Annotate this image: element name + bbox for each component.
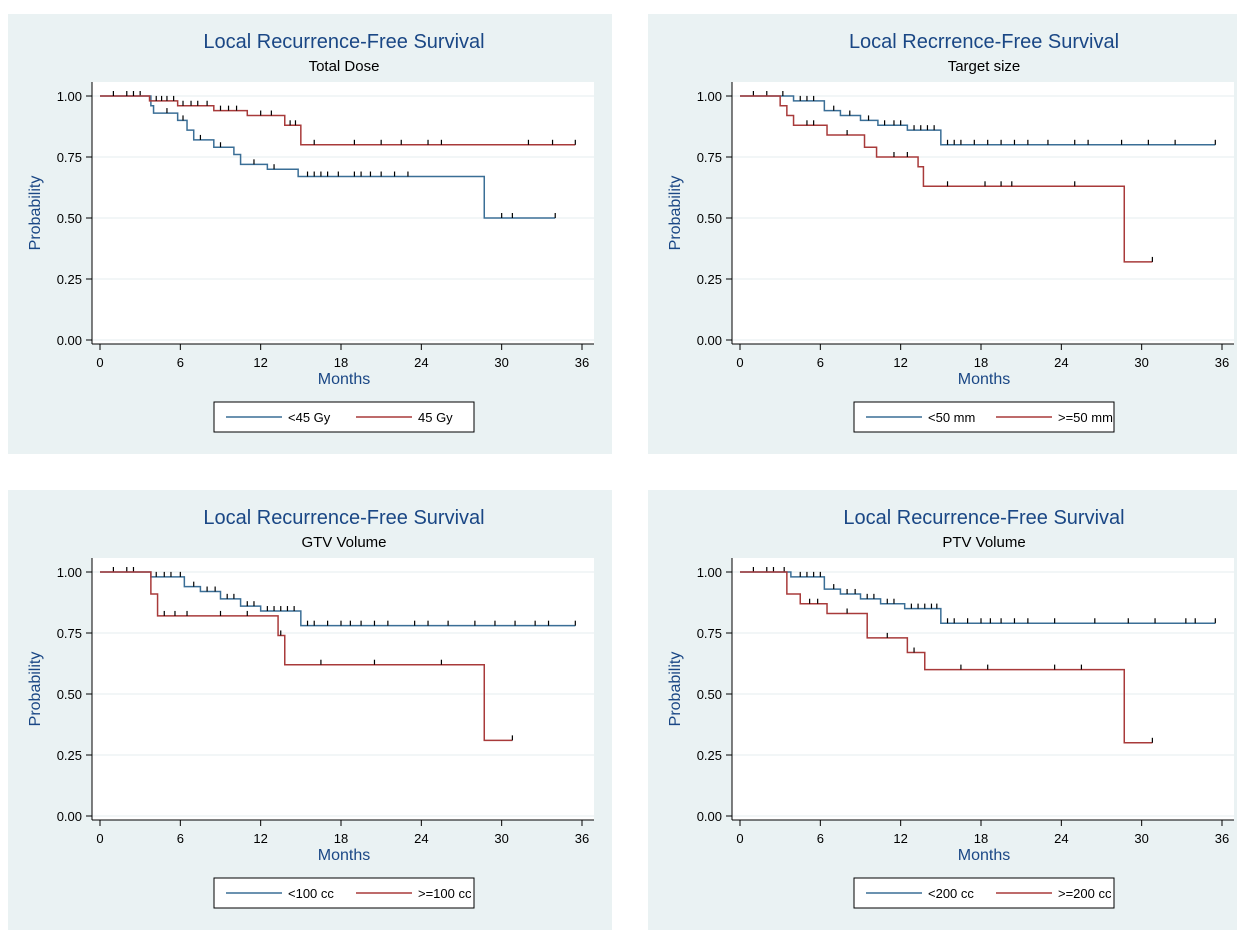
y-tick-label: 0.25 [697,748,722,763]
x-tick-label: 12 [253,831,267,846]
x-tick-label: 6 [817,355,824,370]
y-tick-label: 0.25 [697,272,722,287]
y-tick-label: 1.00 [57,565,82,580]
legend-label-series-2: >=50 mm [1058,410,1113,425]
y-tick-label: 0.75 [57,626,82,641]
chart-subtitle: PTV Volume [942,534,1025,551]
plot-area [92,558,594,820]
y-tick-label: 1.00 [697,565,722,580]
y-tick-label: 1.00 [697,89,722,104]
x-tick-label: 24 [414,355,428,370]
chart-title: Local Recrrence-Free Survival [849,31,1119,53]
km-panel-ptv-volume: Local Recurrence-Free Survival PTV Volume… [648,490,1237,930]
km-curve-series-1 [740,571,1216,624]
x-axis-title: Months [318,371,370,388]
y-axis-title: Probability [667,176,684,251]
x-tick-label: 36 [1215,355,1229,370]
chart-subtitle: Total Dose [309,58,380,75]
y-axis-title: Probability [27,176,44,251]
chart-title: Local Recurrence-Free Survival [203,507,484,529]
km-curve-series-2 [100,95,576,146]
y-tick-label: 1.00 [57,89,82,104]
y-axis-title: Probability [27,652,44,727]
legend-label-series-1: <100 cc [288,886,334,901]
chart-subtitle: Target size [948,58,1021,75]
y-tick-label: 0.75 [697,626,722,641]
legend-label-series-2: >=100 cc [418,886,472,901]
y-tick-label: 0.00 [57,809,82,824]
x-tick-label: 0 [736,355,743,370]
legend-label-series-2: >=200 cc [1058,886,1112,901]
x-tick-label: 6 [817,831,824,846]
y-tick-label: 0.50 [57,211,82,226]
km-curve-series-1 [740,95,1216,146]
x-axis-title: Months [958,371,1010,388]
x-tick-label: 24 [1054,355,1068,370]
x-tick-label: 0 [96,355,103,370]
x-axis-title: Months [958,847,1010,864]
x-tick-label: 36 [575,831,589,846]
km-curve-series-2 [740,571,1153,744]
km-panel-total-dose: Local Recurrence-Free Survival Total Dose… [8,14,612,454]
y-tick-label: 0.50 [697,211,722,226]
x-tick-label: 6 [177,831,184,846]
y-tick-label: 0.25 [57,748,82,763]
legend-label-series-2: 45 Gy [418,410,453,425]
plot-area [92,82,594,344]
y-tick-label: 0.00 [697,333,722,348]
chart-subtitle: GTV Volume [301,534,386,551]
km-chart-target-size: Local Recrrence-Free Survival Target size… [667,31,1234,433]
km-curve-series-2 [740,95,1153,263]
x-tick-label: 24 [414,831,428,846]
km-chart-ptv-volume: Local Recurrence-Free Survival PTV Volume… [667,507,1234,909]
y-axis-title: Probability [667,652,684,727]
y-tick-label: 0.75 [57,150,82,165]
km-chart-total-dose: Local Recurrence-Free Survival Total Dose… [27,31,594,433]
x-tick-label: 12 [893,831,907,846]
x-tick-label: 30 [494,355,508,370]
chart-title: Local Recurrence-Free Survival [203,31,484,53]
plot-area [732,558,1234,820]
km-chart-gtv-volume: Local Recurrence-Free Survival GTV Volume… [27,507,594,909]
y-tick-label: 0.00 [697,809,722,824]
x-tick-label: 18 [974,355,988,370]
y-tick-label: 0.00 [57,333,82,348]
chart-title: Local Recurrence-Free Survival [843,507,1124,529]
x-tick-label: 30 [494,831,508,846]
x-tick-label: 0 [736,831,743,846]
x-tick-label: 24 [1054,831,1068,846]
km-curve-series-1 [100,95,556,219]
legend-label-series-1: <200 cc [928,886,974,901]
x-tick-label: 36 [575,355,589,370]
x-tick-label: 12 [253,355,267,370]
legend-label-series-1: <50 mm [928,410,975,425]
km-panel-gtv-volume: Local Recurrence-Free Survival GTV Volume… [8,490,612,930]
y-tick-label: 0.75 [697,150,722,165]
x-tick-label: 18 [334,355,348,370]
x-tick-label: 18 [974,831,988,846]
x-tick-label: 0 [96,831,103,846]
x-tick-label: 30 [1134,831,1148,846]
x-tick-label: 12 [893,355,907,370]
km-panel-target-size: Local Recrrence-Free Survival Target size… [648,14,1237,454]
legend-label-series-1: <45 Gy [288,410,331,425]
x-axis-title: Months [318,847,370,864]
x-tick-label: 30 [1134,355,1148,370]
y-tick-label: 0.50 [57,687,82,702]
x-tick-label: 6 [177,355,184,370]
x-tick-label: 36 [1215,831,1229,846]
y-tick-label: 0.25 [57,272,82,287]
km-curve-series-2 [100,571,513,742]
y-tick-label: 0.50 [697,687,722,702]
x-tick-label: 18 [334,831,348,846]
